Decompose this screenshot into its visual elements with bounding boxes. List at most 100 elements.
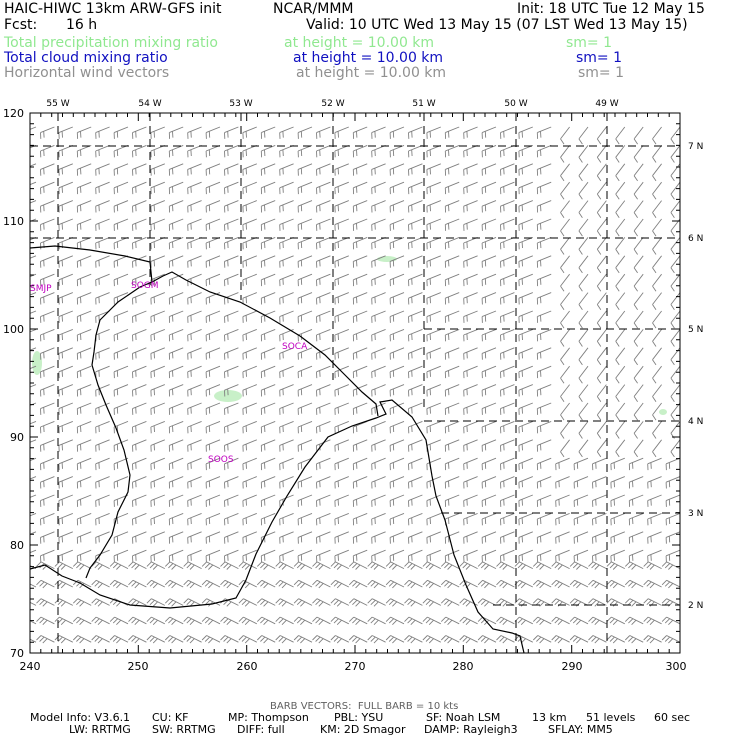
wind-barb	[76, 310, 92, 323]
wind-barb	[76, 494, 92, 507]
wind-barb	[551, 579, 570, 589]
wind-barb	[352, 384, 368, 397]
wind-barbs	[30, 126, 680, 662]
wind-barb	[478, 654, 496, 662]
wind-barb	[371, 439, 386, 452]
wind-barb	[624, 561, 644, 570]
wind-barb	[40, 531, 55, 544]
wind-barb	[316, 200, 331, 213]
wind-barb	[592, 476, 607, 489]
vertical-levels: 51 levels	[586, 711, 636, 724]
wind-barb	[532, 579, 552, 589]
wind-barb	[385, 598, 405, 607]
wind-barb	[330, 579, 350, 589]
wind-barb	[168, 255, 184, 268]
wind-barb	[150, 402, 165, 415]
wind-barb	[536, 531, 552, 544]
wind-barb	[150, 310, 165, 323]
wind-barb	[58, 439, 73, 452]
wind-barb	[76, 365, 92, 379]
y-tick-label: 90	[10, 431, 24, 444]
wind-barb	[279, 181, 294, 195]
wind-barb	[150, 292, 165, 305]
wind-barb	[518, 457, 533, 471]
wind-barb	[58, 255, 73, 268]
wind-barb	[150, 200, 165, 213]
wind-barb	[187, 494, 202, 507]
wind-barb	[463, 420, 478, 434]
wind-barb	[444, 347, 460, 360]
wind-barb	[330, 561, 350, 570]
wind-barb	[316, 218, 331, 231]
wind-barb	[573, 549, 589, 563]
wind-barb	[132, 384, 147, 397]
wind-barb	[555, 531, 570, 544]
wind-barb	[242, 365, 257, 379]
wind-barb	[408, 457, 423, 471]
wind-barb	[279, 163, 294, 176]
wind-barb	[481, 255, 497, 268]
wind-barb	[205, 200, 221, 213]
coast-north	[29, 245, 379, 417]
wind-barb	[615, 439, 626, 458]
wind-barb	[496, 616, 515, 626]
wind-barb	[518, 255, 533, 268]
wind-barb	[352, 181, 368, 195]
wind-barb	[316, 494, 331, 507]
wind-barb	[150, 163, 165, 176]
wind-barb	[30, 531, 37, 535]
wind-barb	[588, 598, 607, 607]
wind-barb	[242, 549, 257, 563]
wind-barb	[463, 328, 478, 342]
wind-barb	[40, 328, 55, 342]
wind-barb	[316, 384, 331, 397]
wind-barb	[187, 310, 202, 323]
wind-barb	[150, 476, 165, 489]
wind-barb	[592, 549, 607, 563]
model-info: Model Info: V3.6.1	[30, 711, 131, 724]
wind-barb	[371, 126, 386, 139]
wind-barb	[40, 365, 55, 379]
x-tick-label: 290	[562, 660, 583, 673]
wind-barb	[30, 476, 37, 480]
wind-barb	[481, 439, 497, 452]
wind-barb	[132, 144, 147, 158]
wind-barb	[661, 635, 680, 644]
wind-barb	[389, 255, 405, 268]
wind-barb	[205, 144, 221, 158]
wind-barb	[132, 457, 147, 471]
wind-barb	[58, 292, 73, 305]
wind-barb	[316, 512, 331, 526]
wind-barb	[293, 598, 313, 607]
wind-barb	[187, 181, 202, 195]
wind-barb	[183, 561, 202, 570]
wind-barb	[371, 512, 386, 526]
wind-barb	[30, 494, 37, 498]
wind-barb	[518, 273, 533, 287]
wind-barb	[500, 512, 515, 526]
x-tick-label: 240	[20, 660, 41, 673]
wind-barb	[30, 200, 37, 204]
wind-barb	[352, 218, 368, 231]
wind-barb	[256, 598, 276, 607]
wind-barb	[164, 561, 184, 570]
wind-barb	[481, 531, 497, 544]
wind-barb	[30, 549, 37, 554]
wind-barb	[440, 579, 460, 589]
wind-barb	[113, 218, 129, 231]
wind-barb	[150, 328, 165, 342]
wind-barb	[628, 549, 644, 563]
wind-barb	[76, 420, 92, 434]
wind-barb	[224, 347, 239, 360]
wind-barb	[297, 476, 313, 489]
wind-barb	[187, 476, 202, 489]
wind-barb	[316, 163, 331, 176]
lon-label: 49 W	[595, 99, 618, 109]
wind-barb	[426, 512, 441, 526]
wind-barb	[95, 126, 110, 139]
wind-barb	[132, 310, 147, 323]
wind-barb	[578, 329, 589, 347]
wind-barb	[334, 512, 349, 526]
wind-barb	[514, 635, 534, 644]
wind-barb	[312, 635, 331, 644]
